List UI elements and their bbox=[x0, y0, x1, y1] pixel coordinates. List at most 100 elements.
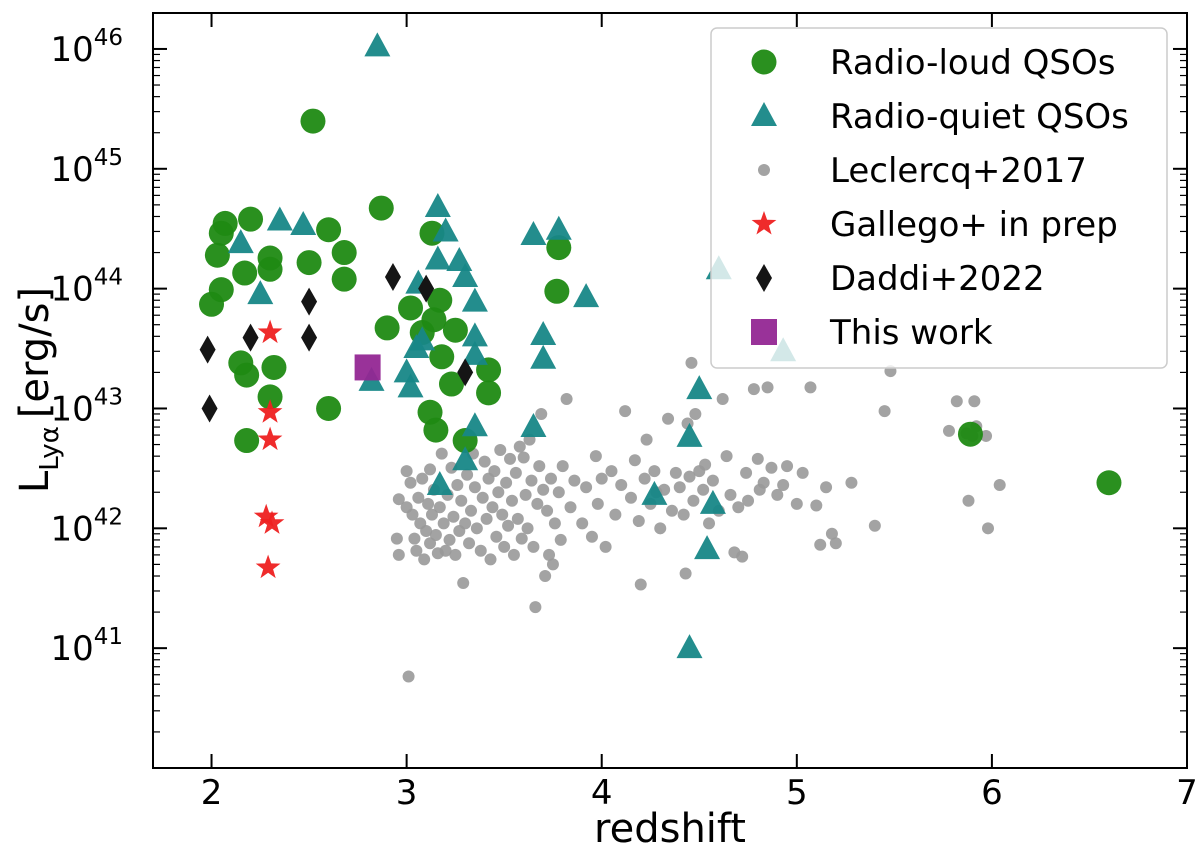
x-axis-label: redshift bbox=[594, 806, 746, 852]
point-dot bbox=[425, 508, 438, 521]
point-star bbox=[257, 399, 283, 423]
x-tick-label: 5 bbox=[786, 773, 808, 813]
point-dot bbox=[687, 494, 700, 507]
point-dot bbox=[420, 524, 433, 537]
point-dot bbox=[470, 522, 483, 535]
point-dot bbox=[552, 486, 565, 499]
point-dot bbox=[408, 532, 421, 545]
point-triangle bbox=[694, 535, 721, 560]
legend-marker-triangle bbox=[751, 102, 777, 126]
point-dot bbox=[679, 567, 692, 580]
point-star bbox=[255, 554, 281, 579]
point-circle bbox=[296, 250, 322, 276]
point-dot bbox=[433, 501, 446, 514]
series-star bbox=[253, 319, 285, 579]
point-circle bbox=[957, 421, 983, 447]
point-dot bbox=[820, 481, 833, 494]
point-circle bbox=[208, 277, 234, 303]
point-dot bbox=[706, 474, 719, 487]
point-dot bbox=[402, 670, 415, 683]
point-dot bbox=[829, 537, 842, 550]
point-dot bbox=[761, 381, 774, 394]
point-triangle bbox=[452, 446, 479, 471]
point-circle bbox=[442, 317, 468, 343]
point-dot bbox=[480, 512, 493, 525]
point-triangle bbox=[397, 373, 424, 398]
legend-label: Radio-loud QSOs bbox=[830, 43, 1115, 83]
y-axis-label-main: L bbox=[12, 470, 58, 493]
point-star bbox=[257, 319, 283, 344]
point-circle bbox=[331, 240, 357, 266]
point-diamond bbox=[301, 287, 318, 316]
point-dot bbox=[478, 455, 491, 468]
point-dot bbox=[624, 491, 637, 504]
point-circle bbox=[316, 217, 342, 243]
y-axis-label-subscript: Lyα bbox=[35, 426, 65, 471]
point-dot bbox=[980, 429, 993, 442]
point-dot bbox=[525, 474, 538, 487]
point-dot bbox=[505, 494, 518, 507]
point-dot bbox=[541, 504, 554, 517]
point-dot bbox=[468, 481, 481, 494]
point-triangle bbox=[676, 422, 703, 447]
legend-box bbox=[710, 27, 1168, 369]
point-dot bbox=[459, 517, 472, 530]
point-diamond bbox=[418, 274, 435, 303]
legend-marker-star bbox=[751, 211, 777, 235]
point-dot bbox=[445, 461, 458, 474]
point-circle bbox=[257, 256, 283, 282]
point-dot bbox=[400, 465, 413, 478]
point-dot bbox=[724, 488, 737, 501]
point-circle bbox=[212, 210, 238, 236]
point-dot bbox=[790, 497, 803, 510]
point-dot bbox=[595, 472, 608, 485]
y-tick-label: 1044 bbox=[50, 265, 123, 310]
point-dot bbox=[513, 440, 526, 453]
point-dot bbox=[777, 478, 790, 491]
point-dot bbox=[504, 452, 517, 465]
point-dot bbox=[662, 412, 675, 425]
point-dot bbox=[515, 532, 528, 545]
point-dot bbox=[410, 544, 423, 557]
series-diamond bbox=[199, 263, 474, 423]
point-dot bbox=[529, 601, 542, 614]
point-dot bbox=[424, 537, 437, 550]
point-circle bbox=[438, 371, 464, 397]
point-triangle bbox=[686, 375, 713, 400]
point-dot bbox=[392, 493, 405, 506]
point-dot bbox=[732, 501, 745, 514]
point-dot bbox=[589, 450, 602, 463]
plot-frame bbox=[152, 12, 1188, 769]
point-dot bbox=[502, 519, 515, 532]
point-circle bbox=[427, 287, 453, 313]
point-dot bbox=[757, 476, 770, 489]
point-dot bbox=[654, 522, 667, 535]
legend-label: Gallego+ in prep bbox=[830, 205, 1118, 245]
point-diamond bbox=[301, 323, 318, 352]
point-dot bbox=[392, 548, 405, 561]
point-dot bbox=[683, 470, 696, 483]
point-diamond bbox=[199, 335, 216, 364]
legend-marker-circle bbox=[751, 49, 777, 75]
point-triangle bbox=[461, 322, 488, 347]
y-tick-label: 1041 bbox=[50, 624, 123, 669]
point-circle bbox=[374, 315, 400, 341]
point-triangle bbox=[676, 634, 703, 659]
point-circle bbox=[544, 278, 570, 304]
point-dot bbox=[703, 517, 716, 530]
point-triangle bbox=[573, 283, 600, 308]
point-diamond bbox=[384, 263, 401, 292]
point-dot bbox=[531, 497, 544, 510]
point-dot bbox=[404, 476, 417, 489]
point-circle bbox=[300, 108, 326, 134]
legend-label: Leclercq+2017 bbox=[830, 151, 1087, 191]
legend-label: Radio-quiet QSOs bbox=[830, 97, 1129, 137]
point-circle bbox=[261, 354, 287, 380]
point-dot bbox=[527, 540, 540, 553]
point-triangle bbox=[393, 358, 420, 383]
point-triangle bbox=[290, 210, 317, 235]
x-tick-label: 6 bbox=[981, 773, 1003, 813]
point-dot bbox=[418, 553, 431, 566]
point-circle bbox=[234, 362, 260, 388]
